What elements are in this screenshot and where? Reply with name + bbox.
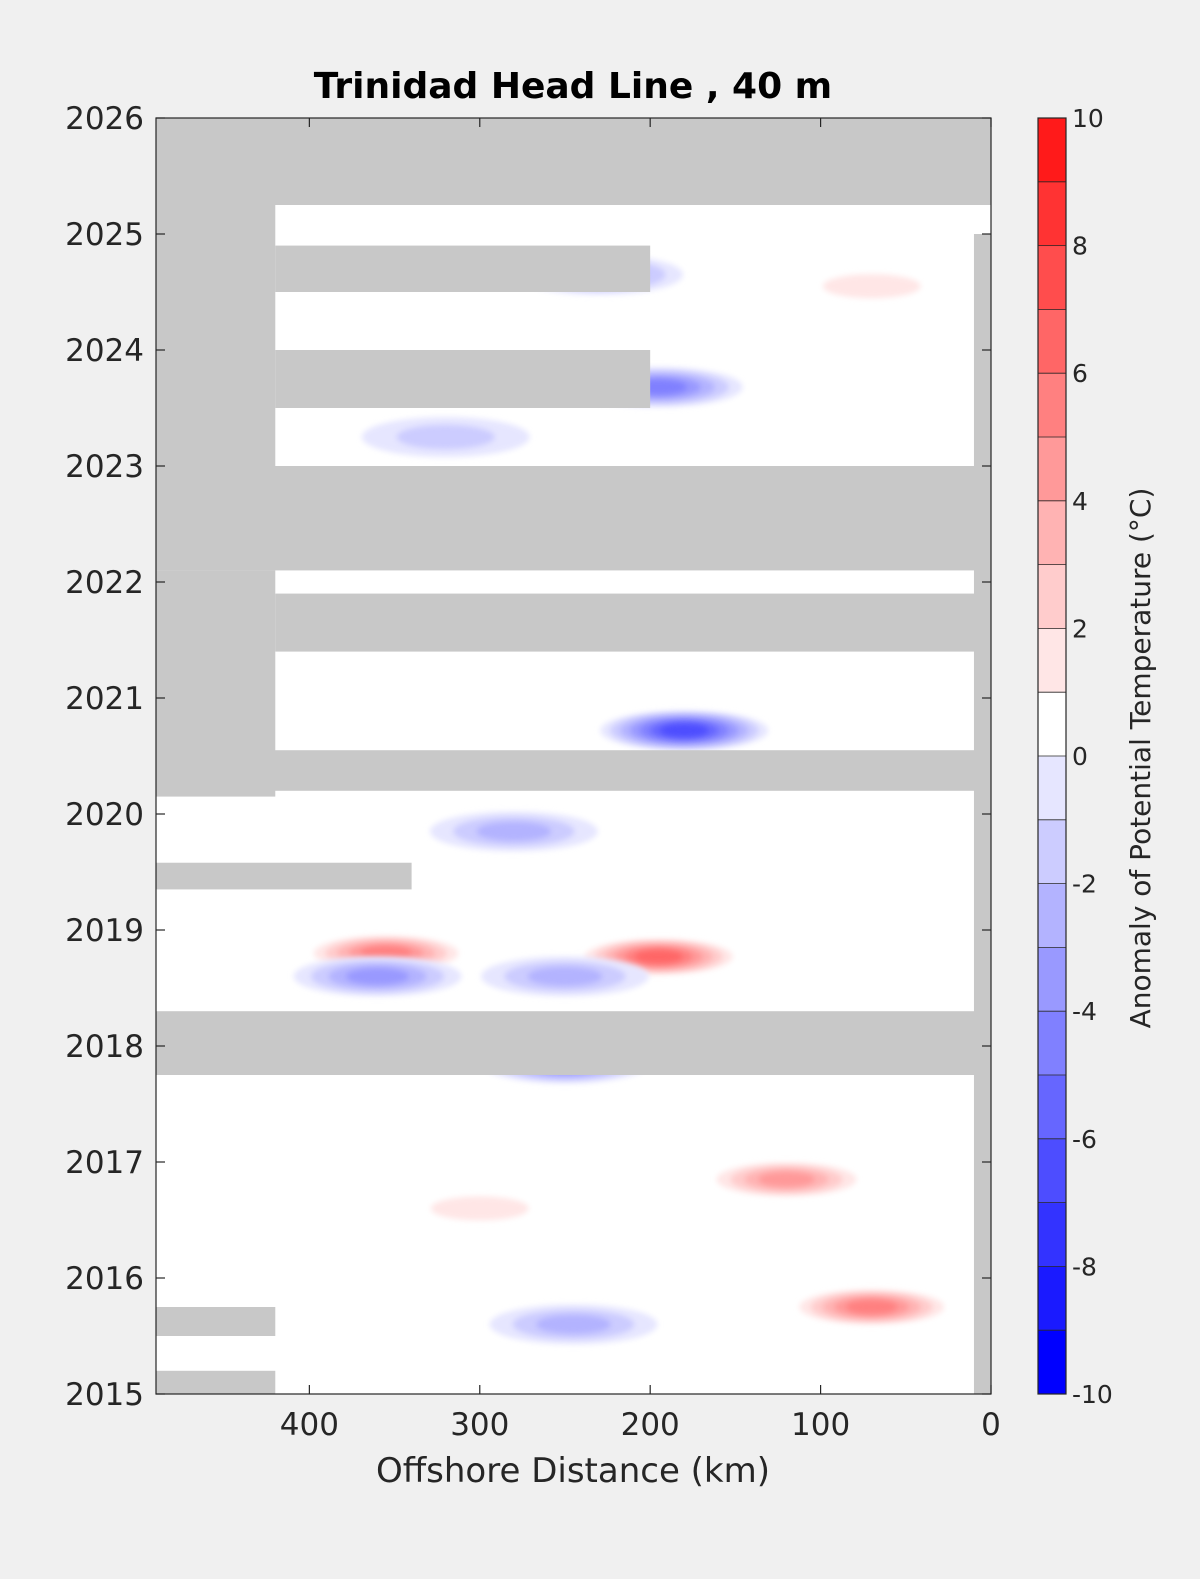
missing-data-layer	[156, 118, 991, 1394]
colorbar-tick-label: 10	[1072, 104, 1104, 133]
colorbar: 10 8 6 4 2 0 -2 -4 -6 -8 -10	[1037, 104, 1113, 1409]
anomaly-feature	[476, 822, 552, 841]
colorbar-segment	[1038, 1202, 1066, 1267]
missing-data-region	[156, 862, 412, 890]
anomaly-feature	[527, 967, 603, 986]
y-tick-label: 2023	[65, 449, 144, 485]
colorbar-tick-label: -6	[1072, 1125, 1097, 1154]
missing-data-region	[156, 750, 991, 791]
colorbar-segment	[1038, 1011, 1066, 1076]
colorbar-segment	[1038, 373, 1066, 438]
x-axis-label: Offshore Distance (km)	[376, 1451, 770, 1491]
missing-data-region	[275, 245, 651, 292]
colorbar-segment	[1038, 756, 1066, 821]
missing-data-region	[156, 205, 276, 466]
colorbar-segment	[1038, 309, 1066, 374]
y-tick-label: 2015	[65, 1377, 144, 1413]
colorbar-tick-label: 0	[1072, 742, 1088, 771]
colorbar-segment	[1038, 692, 1066, 757]
y-tick-label: 2018	[65, 1029, 144, 1065]
missing-data-region	[156, 1370, 276, 1394]
x-axis: 400 300 200 100 0	[280, 118, 1001, 1443]
chart-title: Trinidad Head Line , 40 m	[314, 66, 832, 107]
colorbar-tick-label: -8	[1072, 1252, 1097, 1281]
y-axis: 2015 2016 2017 2018 2019 2020 2021 2022 2023 2024…	[65, 101, 991, 1413]
colorbar-tick-label: 4	[1072, 487, 1088, 516]
colorbar-frame	[1037, 117, 1067, 1395]
colorbar-segment	[1038, 1266, 1066, 1331]
missing-data-region	[156, 1307, 276, 1336]
anomaly-feature	[846, 1300, 898, 1314]
anomaly-feature	[536, 1315, 611, 1334]
colorbar-segment	[1038, 628, 1066, 693]
x-tick-label: 400	[280, 1407, 339, 1443]
y-tick-label: 2021	[65, 681, 144, 717]
colorbar-tick-label: 2	[1072, 614, 1088, 643]
missing-data-region	[275, 350, 651, 408]
colorbar-segment	[1038, 181, 1066, 247]
colorbar-tick-label: -2	[1072, 870, 1097, 899]
colorbar-segment	[1038, 437, 1066, 502]
colorbar-segment	[1038, 564, 1066, 629]
colorbar-segment	[1038, 500, 1066, 566]
plot-frame	[155, 117, 992, 1395]
y-tick-label: 2022	[65, 565, 144, 601]
anomaly-feature	[346, 968, 410, 985]
y-tick-label: 2024	[65, 333, 144, 369]
colorbar-segment	[1038, 1075, 1066, 1140]
missing-data-region	[156, 1011, 991, 1075]
y-tick-label: 2020	[65, 797, 144, 833]
colorbar-segment	[1038, 1138, 1066, 1204]
colorbar-segment	[1038, 947, 1066, 1012]
colorbar-tick-label: -10	[1072, 1380, 1113, 1409]
x-tick-label: 0	[981, 1407, 1001, 1443]
anomaly-feature	[634, 950, 683, 963]
y-tick-label: 2016	[65, 1261, 144, 1297]
anomaly-feature	[396, 425, 495, 449]
colorbar-segment	[1038, 245, 1066, 310]
anomaly-feature	[758, 1172, 815, 1187]
missing-data-region	[275, 593, 991, 652]
missing-data-region	[156, 118, 991, 205]
colorbar-segment	[1038, 883, 1066, 948]
y-tick-label: 2026	[65, 101, 144, 137]
colorbar-tick-label: 8	[1072, 232, 1088, 261]
colorbar-segment	[1038, 819, 1066, 885]
y-tick-label: 2017	[65, 1145, 144, 1181]
colorbar-segment	[1038, 118, 1066, 183]
anomaly-feature	[822, 274, 921, 299]
colorbar-label: Anomaly of Potential Temperature (°C)	[1124, 488, 1157, 1029]
missing-data-region	[156, 466, 991, 571]
x-tick-label: 200	[621, 1407, 680, 1443]
anomaly-feature	[430, 1196, 529, 1221]
x-tick-label: 100	[791, 1407, 850, 1443]
y-tick-label: 2019	[65, 913, 144, 949]
colorbar-tick-label: -4	[1072, 997, 1097, 1026]
colorbar-segment	[1038, 1330, 1066, 1395]
anomaly-feature	[660, 724, 709, 737]
x-tick-label: 300	[450, 1407, 509, 1443]
colorbar-tick-label: 6	[1072, 359, 1088, 388]
y-tick-label: 2025	[65, 217, 144, 253]
